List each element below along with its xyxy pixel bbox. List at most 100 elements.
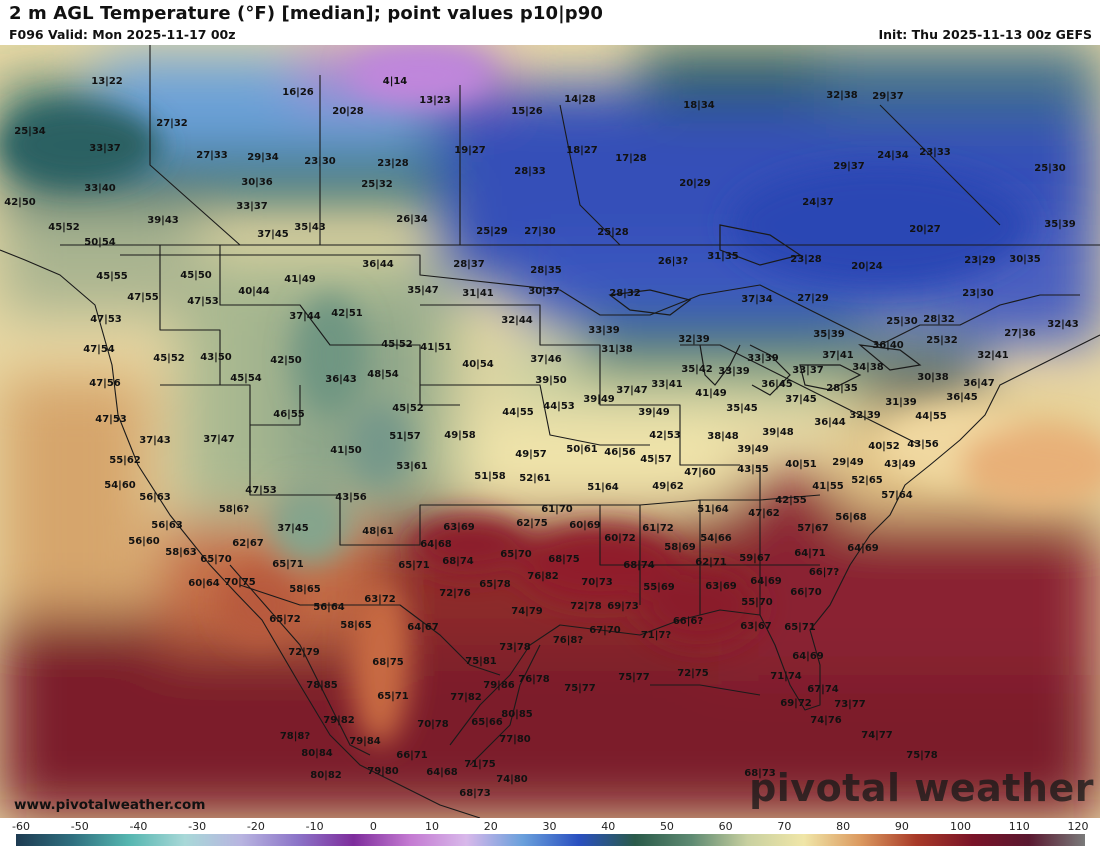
point-value-label: 37|43 (139, 435, 171, 446)
point-value-label: 33|39 (747, 353, 779, 364)
color-legend-tick: 70 (777, 820, 792, 833)
point-value-label: 38|48 (707, 431, 739, 442)
point-value-label: 56|64 (313, 602, 345, 613)
point-value-label: 68|74 (442, 556, 474, 567)
point-value-label: 60|64 (188, 578, 220, 589)
point-value-label: 57|67 (797, 523, 829, 534)
point-value-label: 35|43 (294, 222, 326, 233)
point-value-label: 71|7? (640, 630, 672, 641)
pivotal-weather-logo: pivotal weather (749, 766, 1094, 810)
point-value-label: 62|71 (695, 557, 727, 568)
point-value-label: 49|58 (444, 430, 476, 441)
point-value-label: 45|57 (640, 454, 672, 465)
point-value-label: 13|23 (419, 95, 451, 106)
point-value-label: 65|70 (500, 549, 532, 560)
point-value-label: 49|57 (515, 449, 547, 460)
point-value-label: 30|37 (528, 286, 560, 297)
point-value-label: 47|54 (83, 344, 115, 355)
point-value-label: 70|73 (581, 577, 613, 588)
point-value-label: 64|69 (792, 651, 824, 662)
point-value-label: 36|45 (761, 379, 793, 390)
point-value-label: 36|45 (946, 392, 978, 403)
point-value-label: 35|39 (813, 329, 845, 340)
point-value-label: 62|67 (232, 538, 264, 549)
point-value-label: 58|65 (340, 620, 372, 631)
point-value-label: 33|37 (89, 143, 121, 154)
point-value-label: 37|46 (530, 354, 562, 365)
point-value-label: 45|52 (153, 353, 185, 364)
point-value-label: 60|72 (604, 533, 636, 544)
point-value-label: 36|47 (963, 378, 995, 389)
point-value-label: 42|55 (775, 495, 807, 506)
point-value-label: 33|41 (651, 379, 683, 390)
point-value-label: 24|37 (802, 197, 834, 208)
point-value-label: 18|34 (683, 100, 715, 111)
point-value-label: 77|82 (450, 692, 482, 703)
point-value-label: 47|53 (90, 314, 122, 325)
point-value-label: 75|78 (906, 750, 938, 761)
point-value-label: 63|72 (364, 594, 396, 605)
point-value-label: 41|49 (284, 274, 316, 285)
point-value-label: 20|28 (332, 106, 364, 117)
point-value-label: 32|39 (678, 334, 710, 345)
point-value-label: 67|70 (589, 625, 621, 636)
point-value-label: 23|30 (962, 288, 994, 299)
point-value-label: 45|52 (48, 222, 80, 233)
color-legend-tick: -40 (129, 820, 148, 833)
point-value-label: 56|63 (151, 520, 183, 531)
point-value-label: 25|32 (361, 179, 393, 190)
color-legend-tick: -60 (12, 820, 30, 833)
point-value-label: 74|76 (810, 715, 842, 726)
point-value-label: 72|79 (288, 647, 320, 658)
point-value-label: 78|8? (279, 731, 311, 742)
point-value-label: 61|70 (541, 504, 573, 515)
color-legend-tick: 80 (836, 820, 851, 833)
point-value-label: 42|53 (649, 430, 681, 441)
color-legend-tick: 110 (1008, 820, 1030, 833)
map-background (0, 45, 1100, 818)
point-value-label: 20|27 (909, 224, 941, 235)
point-value-label: 35|39 (1044, 219, 1076, 230)
point-value-label: 35|42 (681, 364, 713, 375)
point-value-label: 40|54 (462, 359, 494, 370)
point-value-label: 27|33 (196, 150, 228, 161)
point-value-label: 58|69 (664, 542, 696, 553)
point-value-label: 44|53 (543, 401, 575, 412)
point-value-label: 57|64 (881, 490, 913, 501)
point-value-label: 28|33 (514, 166, 546, 177)
point-value-label: 51|57 (389, 431, 421, 442)
point-value-label: 28|35 (826, 383, 858, 394)
point-value-label: 47|53 (245, 485, 277, 496)
point-value-label: 64|69 (847, 543, 879, 554)
point-value-label: 48|54 (367, 369, 399, 380)
point-value-label: 29|49 (832, 457, 864, 468)
point-value-label: 51|58 (474, 471, 506, 482)
color-legend-tick: -50 (70, 820, 89, 833)
point-value-label: 30|36 (241, 177, 273, 188)
point-value-label: 65|71 (398, 560, 430, 571)
point-value-label: 49|62 (652, 481, 684, 492)
point-value-label: 36|44 (362, 259, 394, 270)
point-value-label: 36|43 (325, 374, 357, 385)
point-value-label: 47|56 (89, 378, 121, 389)
temperature-map[interactable]: 13|22 4|14 16|26 13|23 14|28 18|34 32|38 29|37 2… (0, 45, 1100, 818)
color-legend-tick: 10 (425, 820, 440, 833)
point-value-label: 39|48 (762, 427, 794, 438)
point-value-label: 52|61 (519, 473, 551, 484)
point-value-label: 68|74 (623, 560, 655, 571)
point-value-label: 37|47 (616, 385, 648, 396)
point-value-label: 78|85 (306, 680, 338, 691)
point-value-label: 65|72 (269, 614, 301, 625)
point-value-label: 79|80 (367, 766, 399, 777)
point-value-label: 56|68 (835, 512, 867, 523)
point-value-label: 68|75 (372, 657, 404, 668)
point-value-label: 54|60 (104, 480, 136, 491)
site-url: www.pivotalweather.com (14, 797, 206, 813)
point-value-label: 28|32 (923, 314, 955, 325)
point-value-label: 65|78 (479, 579, 511, 590)
point-value-label: 55|70 (741, 597, 773, 608)
point-value-label: 25|28 (597, 227, 629, 238)
point-value-label: 18|27 (566, 145, 598, 156)
point-value-label: 64|68 (426, 767, 458, 778)
point-value-label: 42|50 (4, 197, 36, 208)
